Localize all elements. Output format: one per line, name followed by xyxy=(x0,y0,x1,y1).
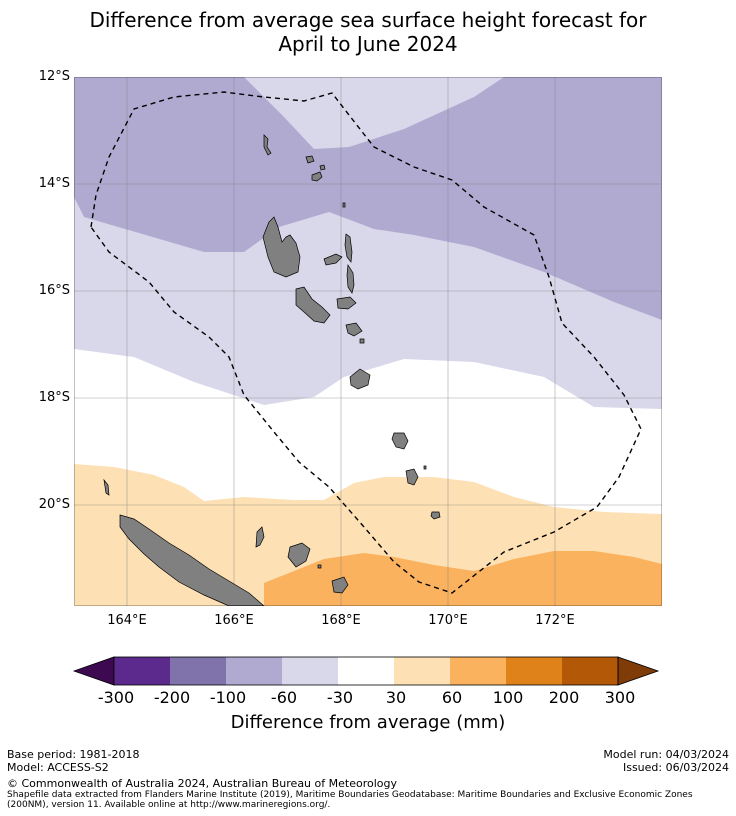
lon-label-170e: 170°E xyxy=(428,613,468,628)
island-aniwa xyxy=(423,465,427,470)
cb-label: 300 xyxy=(604,688,636,707)
lat-label-18s: 18°S xyxy=(38,390,70,405)
island-tanna xyxy=(405,468,419,486)
lon-label-166e: 166°E xyxy=(214,613,254,628)
base-period: Base period: 1981-2018 xyxy=(7,748,140,761)
island-pentecost xyxy=(346,263,355,294)
island-grande-terre xyxy=(119,514,265,606)
model-name: Model: ACCESS-S2 xyxy=(7,761,109,774)
cb-label: 100 xyxy=(492,688,524,707)
colorbar-segment xyxy=(226,657,282,685)
colorbar-segment xyxy=(562,657,618,685)
shapefile-credit-2: (200NM), version 11. Available online at… xyxy=(7,800,331,810)
island-tiga xyxy=(317,564,322,569)
island-ambae xyxy=(323,253,343,266)
lat-label-12s: 12°S xyxy=(38,69,70,84)
colorbar-extend-max xyxy=(617,656,660,686)
colorbar-title: Difference from average (mm) xyxy=(230,712,506,733)
eez-boundary xyxy=(90,91,642,594)
cb-label: -30 xyxy=(326,688,354,707)
island-erromango xyxy=(391,432,409,450)
land-new-caledonia xyxy=(103,478,349,606)
title-line-1: Difference from average sea surface heig… xyxy=(89,8,647,32)
lat-label-16s: 16°S xyxy=(38,283,70,298)
cb-label: 60 xyxy=(441,688,463,707)
lon-label-168e: 168°E xyxy=(321,613,361,628)
title-line-2: April to June 2024 xyxy=(278,32,458,56)
graticule xyxy=(74,77,662,606)
island-maewo xyxy=(344,233,353,263)
lat-label-20s: 20°S xyxy=(38,497,70,512)
band-plus60 xyxy=(264,551,662,606)
cb-label: -200 xyxy=(153,688,191,707)
island-matthew xyxy=(342,202,346,208)
island-shepherds xyxy=(359,338,365,344)
island-ouvea xyxy=(255,526,265,548)
island-malekula xyxy=(295,286,331,324)
issued-date: Issued: 06/03/2024 xyxy=(622,761,729,774)
lon-label-164e: 164°E xyxy=(107,613,147,628)
island-torres xyxy=(263,134,272,156)
island-lifou xyxy=(287,542,311,568)
island-mare xyxy=(331,576,349,594)
lat-label-14s: 14°S xyxy=(38,176,70,191)
island-epi xyxy=(345,322,363,337)
cb-label: -300 xyxy=(97,688,135,707)
cb-label: -100 xyxy=(209,688,247,707)
map-panel xyxy=(74,77,662,606)
land xyxy=(262,134,441,520)
island-banks-1 xyxy=(305,155,315,164)
colorbar-frame xyxy=(113,656,619,686)
chart-title: Difference from average sea surface heig… xyxy=(0,8,736,56)
model-run: Model run: 04/03/2024 xyxy=(603,748,729,761)
colorbar-segment xyxy=(170,657,226,685)
colorbar-segment xyxy=(450,657,506,685)
island-ambrym xyxy=(336,296,357,310)
island-aneityum xyxy=(430,511,441,520)
island-banks-2 xyxy=(311,171,323,182)
shapefile-credit-1: Shapefile data extracted from Flanders M… xyxy=(7,790,693,800)
copyright: © Commonwealth of Australia 2024, Austra… xyxy=(7,777,397,790)
colorbar-extend-min xyxy=(72,656,115,686)
map-frame xyxy=(74,77,662,606)
island-banks-3 xyxy=(319,164,326,171)
cb-label: 200 xyxy=(548,688,580,707)
lon-label-172e: 172°E xyxy=(535,613,575,628)
island-efate xyxy=(349,368,371,390)
colorbar-segment xyxy=(506,657,562,685)
band-minus100 xyxy=(74,77,662,320)
colorbar-segment xyxy=(114,657,170,685)
colorbar-segment xyxy=(338,657,394,685)
colorbar-segment xyxy=(282,657,338,685)
island-belep xyxy=(103,478,110,496)
cb-label: 30 xyxy=(385,688,407,707)
colorbar xyxy=(72,656,660,686)
island-espiritu-santo xyxy=(262,216,301,278)
colorbar-segment xyxy=(394,657,450,685)
cb-label: -60 xyxy=(270,688,298,707)
